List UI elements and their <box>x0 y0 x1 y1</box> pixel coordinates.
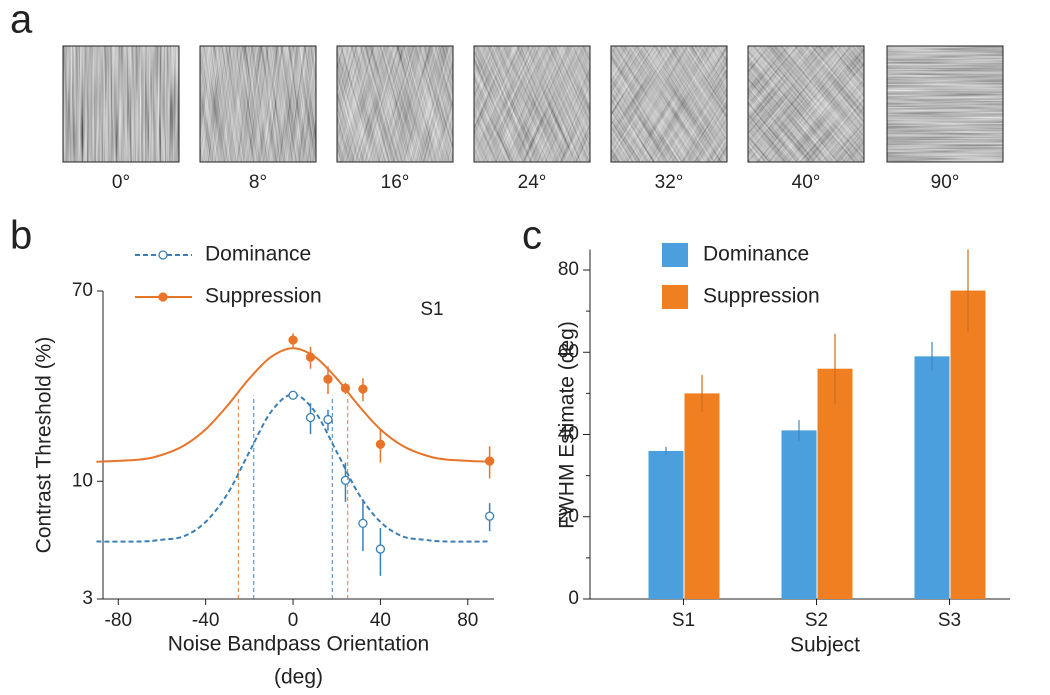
bar <box>914 356 950 599</box>
stimulus-label: 40° <box>792 172 821 193</box>
image-frame <box>473 45 591 163</box>
fit-curve <box>96 347 490 463</box>
panel-letter: a <box>10 0 33 42</box>
y-tick-label: 80 <box>558 259 579 280</box>
fit-curve <box>96 393 490 543</box>
y-tick-label: 10 <box>72 470 93 491</box>
legend-label: Suppression <box>205 285 322 308</box>
y-tick-label: 70 <box>72 280 93 301</box>
x-tick-label: S3 <box>938 610 961 631</box>
bar <box>684 393 720 599</box>
image-frame <box>62 45 180 163</box>
image-frame <box>747 45 865 163</box>
x-tick-label: -80 <box>105 610 132 631</box>
legend-label: Suppression <box>703 285 820 308</box>
x-tick-label: 80 <box>457 610 478 631</box>
legend-swatch <box>662 285 688 309</box>
bar <box>950 290 986 599</box>
x-axis-label: Noise Bandpass Orientation <box>168 633 430 656</box>
data-point <box>358 384 368 394</box>
stimulus-label: 24° <box>518 172 547 193</box>
y-axis-label: FWHM Estimate (deg) <box>556 321 579 529</box>
bar <box>648 450 684 599</box>
image-frame <box>199 45 317 163</box>
data-point <box>288 335 298 345</box>
annotation: S1 <box>420 299 443 320</box>
stimulus-image <box>748 46 864 162</box>
data-point <box>288 390 298 400</box>
stimulus-image <box>887 46 1003 162</box>
y-tick-label: 3 <box>82 588 93 609</box>
noise <box>611 46 727 162</box>
stimulus-image <box>611 46 727 162</box>
stimulus-image <box>337 46 453 162</box>
y-axis-label: Contrast Threshold (%) <box>33 337 56 554</box>
stimulus-image <box>474 46 590 162</box>
data-point <box>305 412 316 423</box>
noise <box>337 46 453 162</box>
x-axis-label: Subject <box>790 634 860 657</box>
data-point <box>358 518 368 529</box>
stimulus-label: 0° <box>112 172 130 193</box>
legend-label: Dominance <box>703 243 809 266</box>
noise <box>887 46 1003 162</box>
data-point <box>375 439 386 449</box>
data-point <box>305 352 316 362</box>
stimulus-label: 90° <box>931 172 960 193</box>
x-tick-label: -40 <box>192 610 219 631</box>
legend-swatch <box>662 243 688 267</box>
data-point <box>323 374 333 384</box>
data-point <box>484 511 495 521</box>
noise <box>200 46 316 162</box>
x-tick-label: 0 <box>288 610 299 631</box>
x-axis-label: (deg) <box>274 666 323 689</box>
noise <box>748 46 864 162</box>
x-tick-label: S1 <box>672 610 695 631</box>
stimulus-image <box>200 46 316 162</box>
noise <box>474 46 590 162</box>
panel-letter: b <box>10 214 32 258</box>
y-tick-label: 20 <box>558 506 579 527</box>
bar <box>817 368 853 599</box>
data-point <box>340 475 351 485</box>
image-frame <box>610 45 728 163</box>
image-frame <box>336 45 454 163</box>
legend-marker <box>158 250 168 260</box>
panel-letter: c <box>522 214 542 258</box>
stimulus-image <box>63 46 179 162</box>
data-point <box>375 544 386 554</box>
stimulus-label: 16° <box>381 172 410 193</box>
data-point <box>340 383 351 393</box>
bar <box>781 430 817 599</box>
stimulus-label: 8° <box>249 172 267 193</box>
noise <box>63 46 179 162</box>
data-point <box>484 456 495 466</box>
image-frame <box>886 45 1004 163</box>
data-point <box>323 414 333 425</box>
y-tick-label: 40 <box>558 424 579 445</box>
legend-marker <box>158 292 168 302</box>
legend-label: Dominance <box>205 243 311 266</box>
y-tick-label: 0 <box>568 588 579 609</box>
x-tick-label: S2 <box>805 610 828 631</box>
y-tick-label: 60 <box>558 341 579 362</box>
stimulus-label: 32° <box>655 172 684 193</box>
x-tick-label: 40 <box>370 610 391 631</box>
